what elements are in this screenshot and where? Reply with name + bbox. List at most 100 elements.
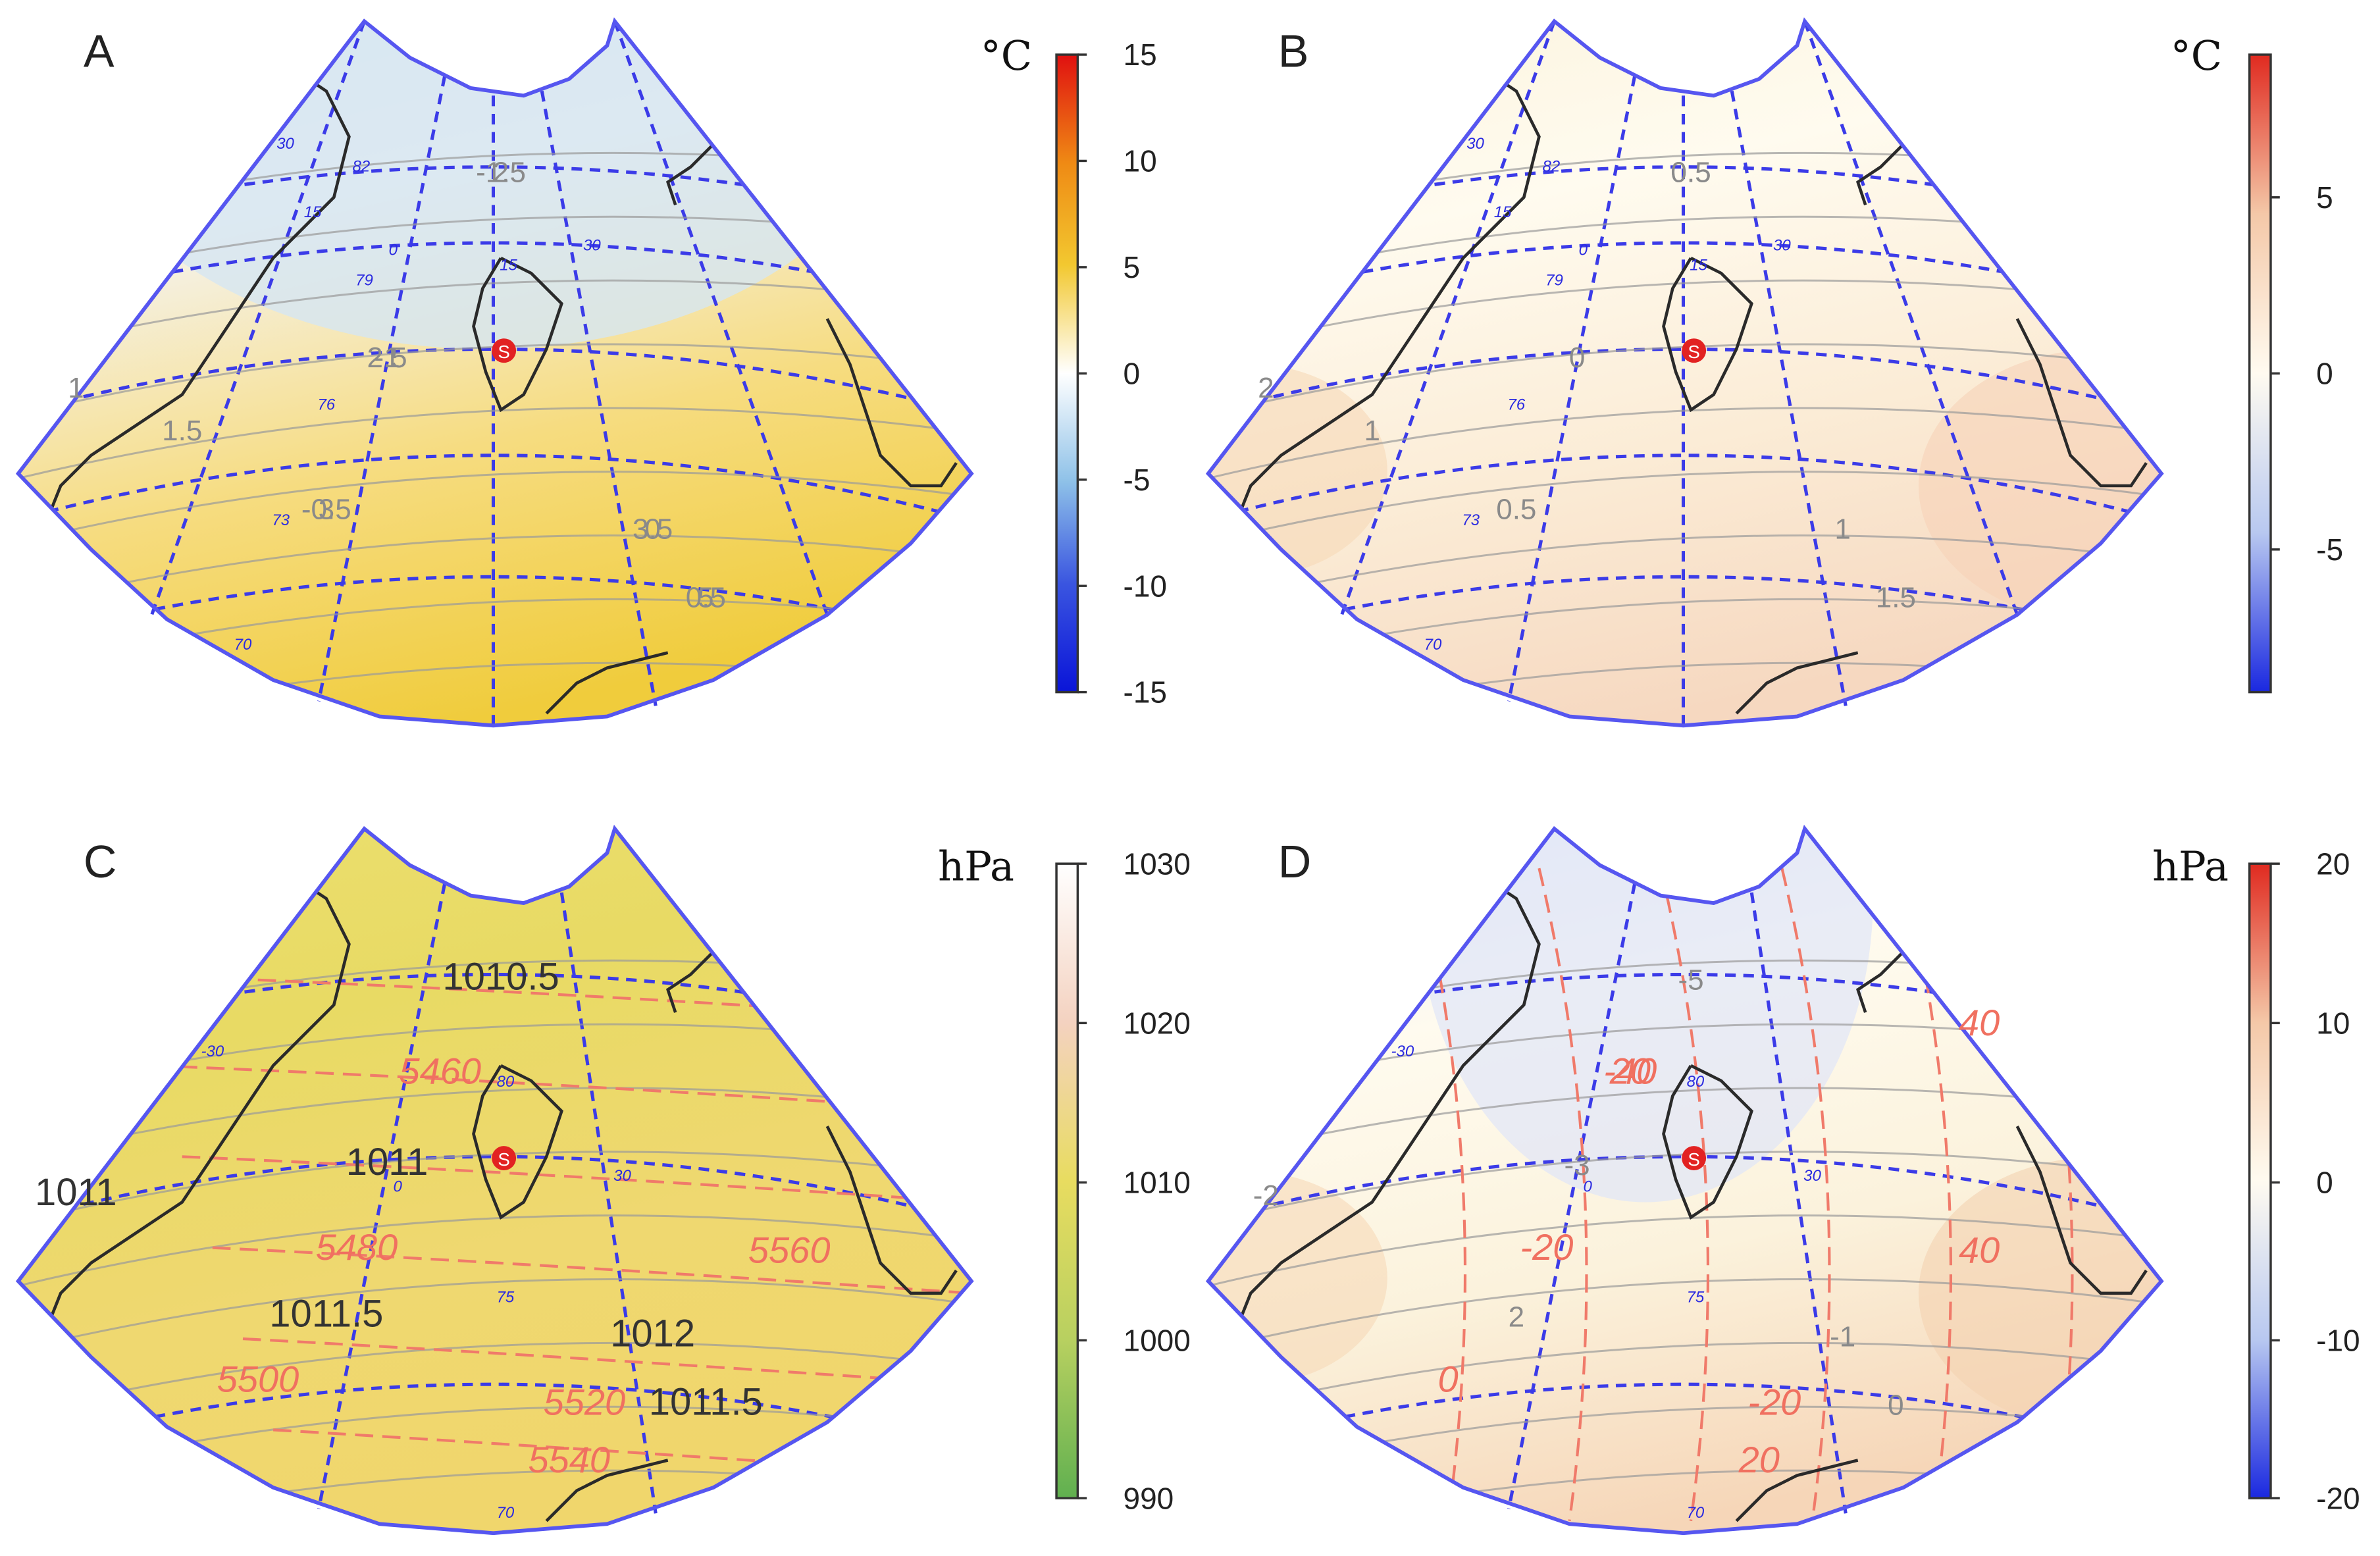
contour-line xyxy=(1208,1214,2161,1291)
grid-label: 82 xyxy=(1543,158,1561,176)
panel-d: SD-5-32-10-2-40-200-2020404020-308003075… xyxy=(1205,825,2360,1536)
contour-line xyxy=(1208,407,2161,484)
grid-label: 70 xyxy=(1687,1504,1705,1522)
station-letter: S xyxy=(498,342,509,362)
station-marker xyxy=(492,1146,517,1171)
colorbar-tick-label: -5 xyxy=(2316,532,2343,567)
grid-label: -30 xyxy=(1391,1043,1414,1060)
contour-label: 0 xyxy=(1437,1359,1458,1400)
contour-label: 1.5 xyxy=(1876,581,1916,613)
coastline xyxy=(1234,74,1541,525)
contour-label: 1 xyxy=(68,372,84,404)
colorbar-tick-label: 10 xyxy=(1124,144,1157,178)
contour-line xyxy=(1208,1278,2161,1355)
contour-label: 0 xyxy=(1888,1389,1903,1421)
grid-label: 70 xyxy=(497,1504,515,1522)
station-letter: S xyxy=(1688,1149,1699,1170)
panel-c: S C 1010.5 1011 1011.5 1012 1011.5 1011 5460 5480… xyxy=(15,825,1191,1536)
meridian-line xyxy=(613,20,829,615)
coastline xyxy=(545,651,669,715)
colorbar-tick-label: 1000 xyxy=(1124,1323,1191,1357)
coastline xyxy=(44,74,351,525)
meridian-line xyxy=(1749,892,1848,1514)
colorbar-tick-label: 5 xyxy=(1124,250,1141,284)
colorbar-tick-label: -10 xyxy=(1124,569,1167,603)
panel-b: SB0.500.511.5210.53082150153079767370°C5… xyxy=(1205,17,2343,728)
coastline xyxy=(1735,651,1859,715)
contour-label: 1011 xyxy=(346,1141,428,1183)
panel-a: S A -1.5 -1 -0.5 0 0.5 1 1.5 2 2.5 3 3.5 5 30 82 15 0 15 30… xyxy=(15,17,1167,728)
map-field xyxy=(18,21,971,726)
colorbar-tick-label: 1010 xyxy=(1124,1166,1191,1200)
map-outline xyxy=(1205,825,2164,1536)
grid-label: 30 xyxy=(613,1167,631,1185)
contour-label: -20 xyxy=(1520,1226,1573,1268)
grid-label: 0 xyxy=(389,241,398,259)
contour-line xyxy=(18,471,971,548)
contour-label: -2 xyxy=(1253,1180,1279,1212)
panel-label: C xyxy=(84,836,117,887)
meridian-line xyxy=(1340,20,1556,615)
grid-label: 15 xyxy=(304,203,322,221)
coastline xyxy=(825,1126,958,1295)
grid-label: 30 xyxy=(583,237,601,255)
grid-label: 15 xyxy=(1690,256,1707,274)
colorbar xyxy=(2248,862,2272,1499)
coastline xyxy=(44,882,351,1332)
contour-label: -3 xyxy=(1564,1149,1590,1181)
contour-label: 2 xyxy=(1258,372,1274,404)
contour-label: 0.5 xyxy=(686,581,726,613)
contour-label: -1.5 xyxy=(476,157,526,189)
contour-label: 5540 xyxy=(529,1439,611,1480)
contour-label: 0 xyxy=(644,513,660,546)
meridian-line xyxy=(1507,75,1637,702)
meridian-line xyxy=(540,90,658,706)
contour-label: 1 xyxy=(1834,513,1850,546)
contour-label: 3.5 xyxy=(633,513,673,546)
contour-label: 1012 xyxy=(610,1312,695,1355)
coastline xyxy=(825,318,958,488)
grid-label: 73 xyxy=(1462,511,1480,529)
isoline xyxy=(212,1246,971,1295)
contour-line xyxy=(1208,1341,2161,1419)
panel-label: D xyxy=(1278,836,1312,887)
coastline xyxy=(472,256,563,413)
map-outline xyxy=(15,825,974,1536)
station-marker xyxy=(1682,338,1707,363)
contour-line xyxy=(18,534,971,611)
contour-label: 1.5 xyxy=(162,415,202,447)
colorbar-tick-label: -10 xyxy=(2316,1323,2360,1357)
colorbar-unit: hPa xyxy=(938,843,1014,891)
contour-line xyxy=(1208,471,2161,548)
coastline xyxy=(1735,1459,1859,1522)
coastline xyxy=(2015,318,2148,488)
grid-label: 75 xyxy=(497,1289,515,1307)
colorbar-tick-label: 0 xyxy=(2316,356,2333,390)
grid-label: 73 xyxy=(272,511,290,529)
coastline xyxy=(2015,1126,2148,1295)
map-outline xyxy=(1205,17,2164,728)
contour-label: 0.5 xyxy=(1496,494,1536,526)
isoline xyxy=(182,1155,971,1204)
contour-label: 20 xyxy=(1609,1050,1651,1092)
colorbar-tick-label: 990 xyxy=(1124,1481,1174,1515)
station-marker xyxy=(492,338,517,363)
grid-label: 0 xyxy=(1579,241,1588,259)
isoline xyxy=(1780,868,1831,1522)
contour-label: 20 xyxy=(1738,1439,1780,1480)
map-outline xyxy=(15,17,974,728)
grid-label: 70 xyxy=(1424,636,1442,654)
contour-label: 0.5 xyxy=(1670,157,1711,189)
colorbar-tick-label: 15 xyxy=(1124,38,1157,72)
contour-label: 1010.5 xyxy=(442,956,559,998)
contour-label: 40 xyxy=(1959,1002,2000,1043)
contour-line xyxy=(18,1278,971,1355)
contour-label: 5460 xyxy=(399,1050,481,1092)
grid-label: 76 xyxy=(317,396,335,414)
meridian-line xyxy=(150,20,366,615)
grid-label: 15 xyxy=(500,256,517,274)
contour-line xyxy=(1208,534,2161,611)
colorbar xyxy=(2248,53,2272,694)
grid-label: 0 xyxy=(1584,1178,1593,1195)
meridian-line xyxy=(317,883,447,1509)
